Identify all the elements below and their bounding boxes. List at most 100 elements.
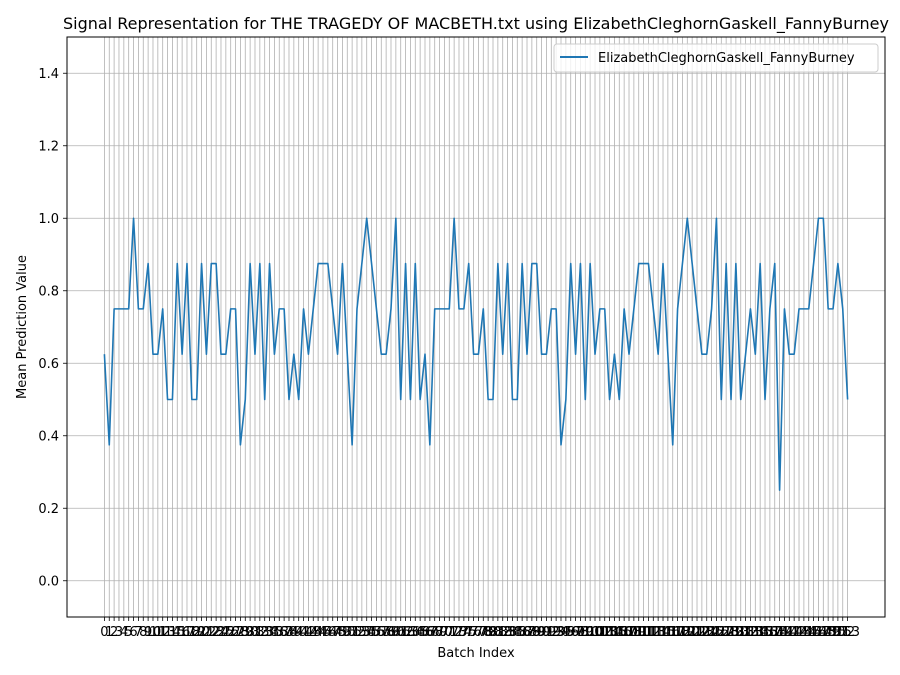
data-point <box>482 308 484 310</box>
data-point <box>380 353 382 355</box>
data-point <box>186 262 188 264</box>
y-tick-label: 0.4 <box>38 429 59 444</box>
data-point <box>434 308 436 310</box>
x-tick-label: 81 <box>490 625 507 640</box>
plot-frame <box>66 36 886 618</box>
x-tick-label: 120 <box>675 625 700 640</box>
data-point <box>613 353 615 355</box>
data-point <box>181 353 183 355</box>
x-tick-label: 20 <box>193 625 210 640</box>
data-point <box>555 308 557 310</box>
x-tick-label: 62 <box>397 625 414 640</box>
x-tick-label: 33 <box>256 625 273 640</box>
x-tick-label: 70 <box>436 625 453 640</box>
x-tick-label: 27 <box>227 625 244 640</box>
data-point <box>783 308 785 310</box>
data-point <box>618 398 620 400</box>
x-tick-label: 46 <box>320 625 337 640</box>
data-point <box>409 398 411 400</box>
data-point <box>754 353 756 355</box>
x-tick-label: 110 <box>626 625 651 640</box>
x-tick-label: 138 <box>762 625 787 640</box>
data-point <box>594 353 596 355</box>
data-point <box>152 353 154 355</box>
data-point <box>259 262 261 264</box>
x-tick-label: 38 <box>281 625 298 640</box>
x-tick-label: 142 <box>782 625 807 640</box>
data-point <box>506 262 508 264</box>
data-point <box>351 444 353 446</box>
data-point <box>516 398 518 400</box>
x-tick-label: 84 <box>504 625 521 640</box>
data-point <box>744 353 746 355</box>
x-tick-label: 136 <box>753 625 778 640</box>
data-point <box>676 308 678 310</box>
x-tick-label: 26 <box>222 625 239 640</box>
x-tick-label: 40 <box>290 625 307 640</box>
data-point <box>108 444 110 446</box>
series-line-group <box>103 217 849 491</box>
x-tick-label: 90 <box>533 625 550 640</box>
data-point <box>370 262 372 264</box>
data-point <box>195 398 197 400</box>
data-point <box>438 308 440 310</box>
x-tick-label: 8 <box>139 625 147 640</box>
x-tick-label: 44 <box>310 625 327 640</box>
data-point <box>263 398 265 400</box>
x-tick-label: 3 <box>115 625 123 640</box>
x-tick-label: 42 <box>300 625 317 640</box>
x-tick-label: 91 <box>538 625 555 640</box>
x-tick-label: 126 <box>704 625 729 640</box>
x-tick-label: 99 <box>577 625 594 640</box>
data-point <box>832 308 834 310</box>
data-point <box>827 308 829 310</box>
x-tick-label: 134 <box>743 625 768 640</box>
x-tick-label: 68 <box>426 625 443 640</box>
x-tick-label: 127 <box>709 625 734 640</box>
data-point <box>200 262 202 264</box>
data-point <box>400 398 402 400</box>
x-tick-label: 100 <box>578 625 603 640</box>
data-point <box>608 398 610 400</box>
x-tick-label: 153 <box>835 625 860 640</box>
x-tick-label: 53 <box>354 625 371 640</box>
x-tick-label: 35 <box>266 625 283 640</box>
data-point <box>706 353 708 355</box>
data-point <box>424 353 426 355</box>
x-tick-label: 19 <box>188 625 205 640</box>
x-tick-label: 135 <box>748 625 773 640</box>
x-tick-label: 92 <box>543 625 560 640</box>
x-tick-label: 49 <box>334 625 351 640</box>
data-point <box>735 262 737 264</box>
data-point <box>599 308 601 310</box>
x-tick-label: 15 <box>169 625 186 640</box>
x-tick-label: 6 <box>129 625 137 640</box>
x-tick-label: 34 <box>261 625 278 640</box>
x-tick-label: 117 <box>660 625 685 640</box>
data-point <box>769 308 771 310</box>
x-tick-label: 72 <box>446 625 463 640</box>
x-tick-label: 47 <box>324 625 341 640</box>
data-point <box>419 398 421 400</box>
x-tick-label: 25 <box>218 625 235 640</box>
data-point <box>652 308 654 310</box>
data-point <box>560 444 562 446</box>
data-point <box>710 308 712 310</box>
data-point <box>540 353 542 355</box>
x-tick-label: 133 <box>738 625 763 640</box>
x-tick-label: 115 <box>651 625 676 640</box>
x-tick-label: 148 <box>811 625 836 640</box>
x-tick-label: 109 <box>621 625 646 640</box>
x-tick-label: 114 <box>646 625 671 640</box>
x-tick-label: 48 <box>329 625 346 640</box>
data-point <box>390 308 392 310</box>
x-tick-label: 32 <box>252 625 269 640</box>
x-tick-label: 9 <box>144 625 152 640</box>
x-axis: 0123456789101112131415161718192021222324… <box>100 617 860 640</box>
x-tick-label: 112 <box>636 625 661 640</box>
data-point <box>647 262 649 264</box>
x-tick-label: 86 <box>514 625 531 640</box>
data-point <box>472 353 474 355</box>
data-point <box>672 444 674 446</box>
x-tick-label: 18 <box>184 625 201 640</box>
